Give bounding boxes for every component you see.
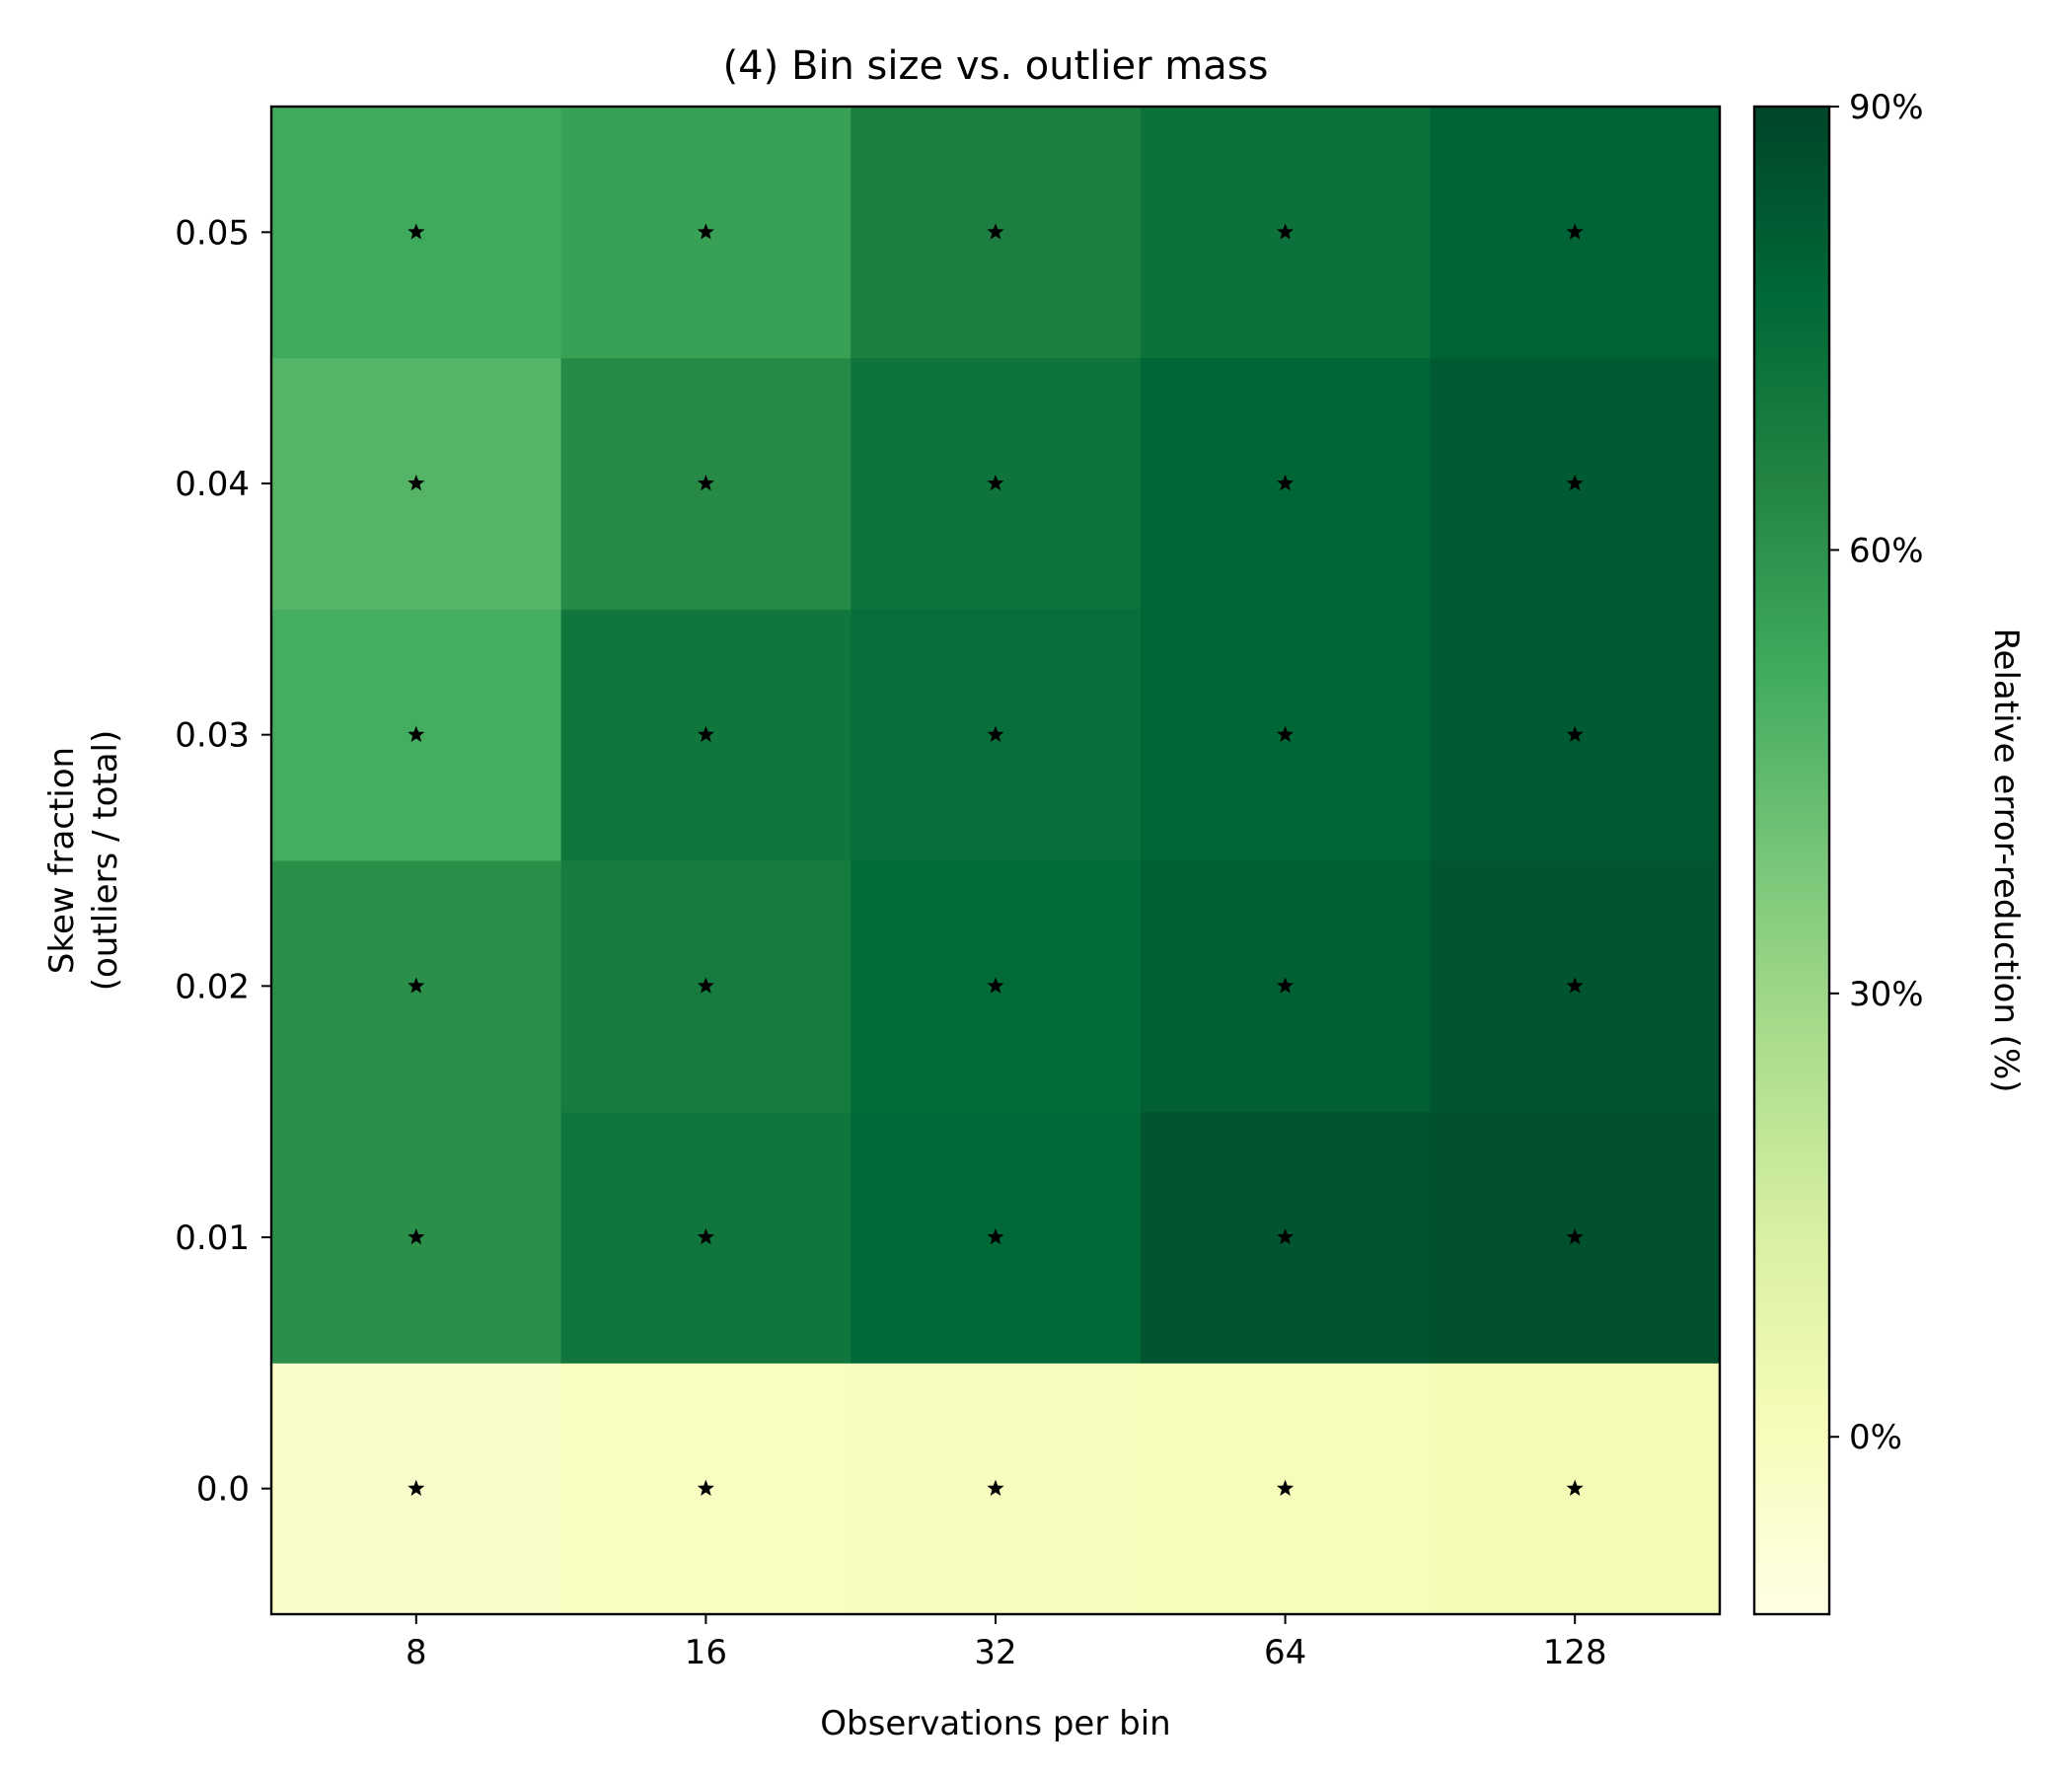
star-marker <box>1566 725 1584 742</box>
star-marker <box>697 725 714 742</box>
star-marker <box>1566 1479 1584 1496</box>
x-tick-label: 16 <box>685 1633 727 1672</box>
y-tick-label: 0.01 <box>175 1219 250 1258</box>
star-marker <box>407 223 425 240</box>
star-marker <box>987 725 1004 742</box>
y-tick-label: 0.0 <box>196 1470 250 1510</box>
cell-markers <box>407 223 1584 1496</box>
star-marker <box>987 977 1004 994</box>
y-axis-label-line: Skew fraction <box>42 747 82 974</box>
heatmap-cells <box>271 107 1721 1615</box>
colorbar-tick-label: 90% <box>1849 88 1924 127</box>
colorbar-tick-label: 60% <box>1849 531 1924 570</box>
chart-title: (4) Bin size vs. outlier mass <box>723 43 1269 89</box>
star-marker <box>407 1479 425 1496</box>
y-tick-label: 0.04 <box>175 465 250 504</box>
x-tick-label: 32 <box>974 1633 1016 1672</box>
star-marker <box>987 475 1004 491</box>
star-marker <box>1277 1228 1295 1245</box>
x-axis-ticks: 8 16 32 64 128 <box>406 1614 1607 1672</box>
y-tick-label: 0.03 <box>175 716 250 756</box>
colorbar-label: Relative error-reduction (%) <box>1986 628 2026 1092</box>
star-marker <box>1277 977 1295 994</box>
colorbar-bar <box>1752 105 1831 1616</box>
star-marker <box>1566 475 1584 491</box>
y-tick-label: 0.02 <box>175 967 250 1006</box>
star-marker <box>697 475 714 491</box>
star-marker <box>1566 977 1584 994</box>
star-marker <box>697 223 714 240</box>
star-marker <box>407 1228 425 1245</box>
star-marker <box>697 1479 714 1496</box>
y-tick-label: 0.05 <box>175 213 250 253</box>
star-marker <box>1277 223 1295 240</box>
star-marker <box>1277 1479 1295 1496</box>
x-axis-label: Observations per bin <box>820 1704 1170 1743</box>
star-marker <box>407 475 425 491</box>
y-axis-label: Skew fraction (outliers / total) <box>42 730 125 992</box>
star-marker <box>697 1228 714 1245</box>
star-marker <box>407 977 425 994</box>
star-marker <box>987 1228 1004 1245</box>
star-marker <box>697 977 714 994</box>
star-marker <box>1566 1228 1584 1245</box>
y-axis-label-line: (outliers / total) <box>86 730 125 992</box>
star-marker <box>1277 725 1295 742</box>
x-tick-label: 128 <box>1543 1633 1607 1672</box>
colorbar: 0% 30% 60% 90% Relative error-reduction (%) <box>1752 88 2026 1616</box>
x-tick-label: 8 <box>406 1633 427 1672</box>
colorbar-tick-label: 30% <box>1849 975 1924 1014</box>
colorbar-tick-label: 0% <box>1849 1418 1902 1457</box>
x-tick-label: 64 <box>1264 1633 1306 1672</box>
star-marker <box>1277 475 1295 491</box>
y-axis-ticks: 0.0 0.01 0.02 0.03 0.04 0.05 <box>175 213 271 1510</box>
star-marker <box>407 725 425 742</box>
star-marker <box>987 1479 1004 1496</box>
star-marker <box>987 223 1004 240</box>
star-marker <box>1566 223 1584 240</box>
